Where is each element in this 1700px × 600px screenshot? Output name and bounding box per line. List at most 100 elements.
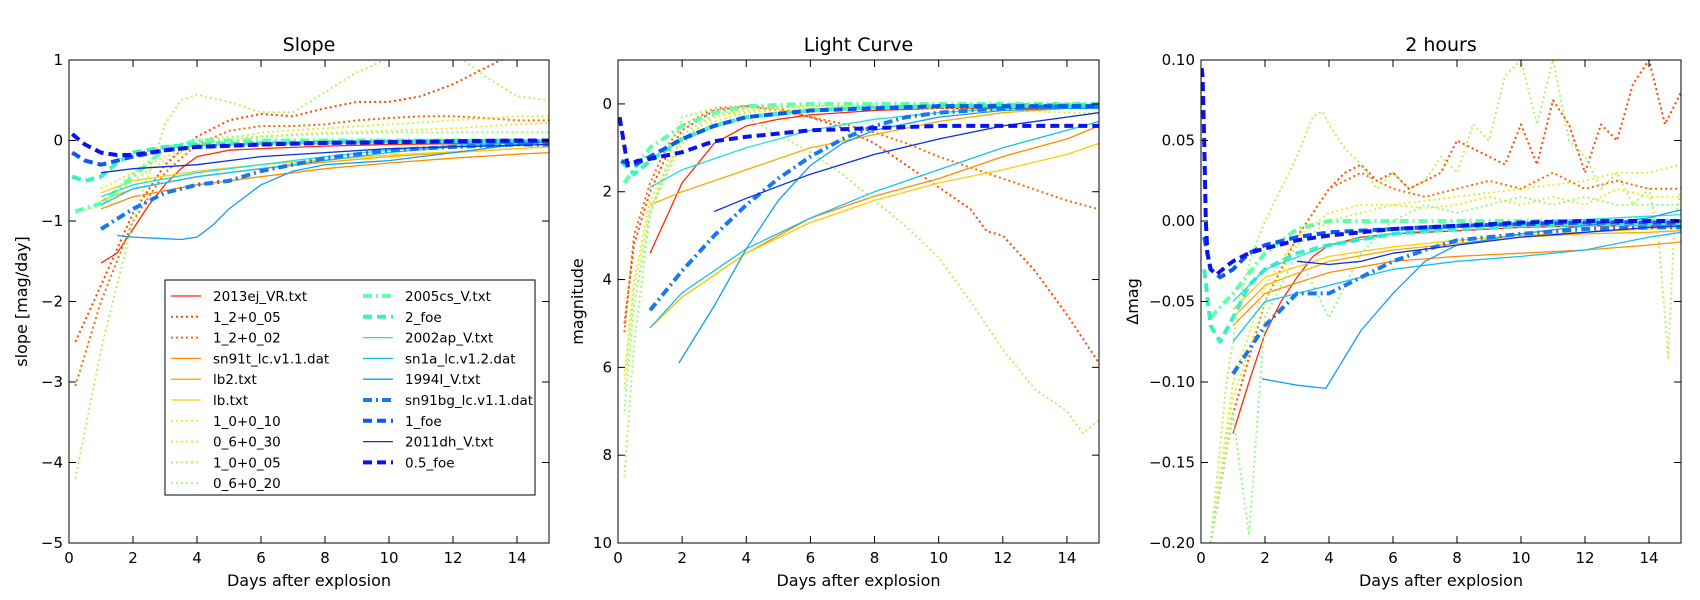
y-tick-label: 0	[53, 132, 63, 150]
legend-entry: lb.txt	[213, 393, 248, 409]
series-line	[713, 112, 1099, 213]
series-line	[100, 151, 549, 210]
legend-entry: lb2.txt	[213, 372, 257, 388]
series-line	[116, 141, 549, 241]
x-tick-label: 4	[741, 549, 751, 567]
x-tick-label: 4	[1324, 549, 1334, 567]
series-line	[1296, 225, 1681, 266]
x-tick-label: 12	[443, 549, 462, 567]
x-tick-label: 6	[256, 549, 266, 567]
series-line	[70, 132, 549, 157]
y-axis-label: slope [mag/day]	[12, 236, 31, 367]
series-line	[1209, 187, 1681, 543]
x-tick-label: 10	[1511, 549, 1530, 567]
plot-area	[1201, 60, 1681, 543]
legend-entry: 1_0+0_10	[213, 414, 281, 430]
x-tick-label: 14	[1057, 549, 1076, 567]
panel-title: Slope	[283, 34, 336, 56]
legend-entry: 0.5_foe	[405, 455, 455, 471]
y-tick-label: 10	[593, 534, 612, 552]
series-line	[649, 105, 1099, 206]
legend-entry: sn1a_lc.v1.2.dat	[405, 351, 516, 367]
plot-area	[618, 101, 1099, 478]
y-tick-label: −0.15	[1149, 454, 1195, 472]
series-line	[618, 116, 1099, 168]
y-tick-label: 4	[602, 271, 612, 289]
y-tick-label: 0.00	[1162, 212, 1195, 230]
series-line	[1231, 225, 1681, 376]
y-tick-label: 1	[53, 51, 63, 69]
x-tick-label: 12	[1575, 549, 1594, 567]
panel-title: Light Curve	[804, 34, 914, 56]
x-axis-label: Days after explosion	[776, 571, 940, 590]
series-line	[1209, 163, 1681, 543]
series-line	[100, 143, 549, 174]
x-axis-label: Days after explosion	[227, 571, 391, 590]
x-tick-label: 12	[993, 549, 1012, 567]
legend-entry: 2_foe	[405, 310, 442, 326]
series-line	[649, 125, 1099, 329]
legend-entry: 0_6+0_30	[213, 435, 281, 451]
axes-frame	[617, 59, 1100, 544]
y-tick-label: −1	[41, 212, 63, 230]
x-tick-label: 2	[128, 549, 138, 567]
series-line	[100, 115, 549, 206]
y-tick-label: −3	[41, 373, 63, 391]
x-tick-label: 2	[1260, 549, 1270, 567]
legend-box	[164, 279, 536, 496]
series-line	[1232, 231, 1681, 343]
series-line	[74, 115, 549, 387]
x-tick-label: 0	[64, 549, 74, 567]
series-line	[71, 139, 549, 183]
legend-entry: 1_foe	[405, 414, 442, 430]
x-tick-label: 8	[320, 549, 330, 567]
y-tick-label: −0.20	[1149, 534, 1195, 552]
y-axis-label: Δmag	[1123, 278, 1142, 325]
series-line	[1209, 60, 1681, 543]
x-tick-label: 10	[379, 549, 398, 567]
series-line	[623, 105, 1099, 364]
series-line	[649, 105, 1099, 188]
legend-entry: sn91bg_lc.v1.1.dat	[405, 393, 533, 409]
x-tick-label: 14	[1639, 549, 1658, 567]
panel-slope: Slope Days after explosion slope [mag/da…	[12, 34, 550, 590]
axes-frame	[1200, 59, 1682, 544]
x-tick-label: 4	[192, 549, 202, 567]
legend: 2013ej_VR.txt 1_2+0_05 1_2+0_02 sn91t_lc.v1…	[164, 279, 536, 496]
y-tick-label: −0.05	[1149, 293, 1195, 311]
x-tick-label: 2	[677, 549, 687, 567]
x-tick-label: 8	[870, 549, 880, 567]
series-line	[649, 120, 1099, 329]
series-line	[622, 101, 1099, 185]
x-tick-label: 6	[1388, 549, 1398, 567]
y-tick-label: −5	[41, 534, 63, 552]
x-tick-label: 8	[1452, 549, 1462, 567]
series-line	[74, 60, 506, 343]
legend-entry: 2005cs_V.txt	[405, 289, 491, 305]
y-tick-label: 2	[602, 183, 612, 201]
y-tick-label: 6	[602, 358, 612, 376]
y-tick-label: 0.05	[1162, 132, 1195, 150]
x-tick-label: 0	[1196, 549, 1206, 567]
panel-2-hours: 2 hours Days after explosion Δmag 0 2 4 6 8 1…	[1123, 34, 1682, 590]
panel-title: 2 hours	[1405, 34, 1477, 56]
series-line	[623, 107, 1099, 390]
x-axis-label: Days after explosion	[1359, 571, 1523, 590]
x-tick-label: 0	[613, 549, 623, 567]
series-line	[1232, 230, 1681, 319]
series-line	[1201, 67, 1681, 277]
y-tick-label: 8	[602, 446, 612, 464]
y-tick-label: −0.10	[1149, 373, 1195, 391]
y-axis-label: magnitude	[568, 258, 587, 345]
y-tick-label: −2	[41, 293, 63, 311]
x-tick-label: 14	[507, 549, 526, 567]
legend-entry: 2013ej_VR.txt	[213, 289, 307, 305]
legend-entry: 2011dh_V.txt	[405, 435, 494, 451]
series-line	[623, 107, 1099, 478]
series-line	[678, 107, 1099, 364]
series-line	[619, 102, 1099, 177]
series-line	[1209, 195, 1681, 543]
series-line	[1209, 219, 1681, 319]
plot-area	[70, 60, 549, 479]
